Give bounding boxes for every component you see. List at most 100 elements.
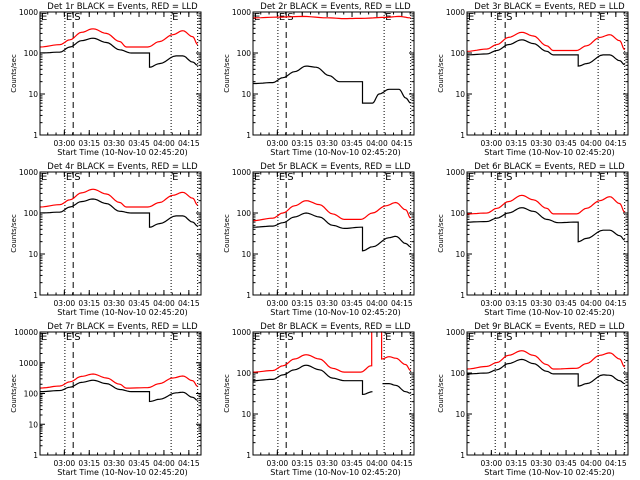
marker-label: S bbox=[506, 172, 512, 183]
y-tick-label: 1000 bbox=[446, 168, 465, 177]
y-tick-label: 100 bbox=[24, 209, 39, 218]
marker-label: E bbox=[599, 12, 605, 23]
x-tick-label: 03:15 bbox=[291, 299, 313, 308]
y-tick-label: 10 bbox=[241, 90, 251, 99]
chart-title: Det 5r BLACK = Events, RED = LLD bbox=[260, 162, 411, 172]
x-tick-label: 03:15 bbox=[505, 299, 527, 308]
events-series-line bbox=[40, 379, 198, 403]
chart-panel-5: Det 5r BLACK = Events, RED = LLD 1 10 100 10… bbox=[223, 162, 415, 317]
y-axis-label: Counts/sec bbox=[10, 54, 18, 93]
x-tick-label: 04:00 bbox=[580, 139, 602, 148]
y-tick-label: 1000 bbox=[232, 328, 251, 337]
x-tick-label: 04:00 bbox=[153, 299, 175, 308]
x-tick-label: 04:15 bbox=[178, 139, 200, 148]
y-tick-label: 10 bbox=[241, 410, 251, 419]
x-tick-label: 04:00 bbox=[153, 459, 175, 468]
x-tick-label: 03:00 bbox=[267, 299, 289, 308]
y-tick-label: 100 bbox=[451, 49, 466, 58]
events-series-line bbox=[252, 364, 373, 396]
plot-frame bbox=[252, 171, 415, 296]
x-tick-label: 04:00 bbox=[580, 459, 602, 468]
x-tick-label: 03:45 bbox=[341, 299, 363, 308]
y-tick-label: 100 bbox=[237, 369, 252, 378]
lld-series-line bbox=[467, 194, 626, 215]
lld-series-line bbox=[39, 373, 198, 389]
y-tick-label: 1 bbox=[33, 291, 38, 300]
x-tick-label: 03:30 bbox=[103, 459, 125, 468]
y-tick-label: 1 bbox=[246, 291, 251, 300]
chart-title: Det 6r BLACK = Events, RED = LLD bbox=[474, 162, 625, 172]
marker-label: S bbox=[74, 172, 80, 183]
marker-label: E bbox=[468, 332, 474, 343]
lld-series-line bbox=[466, 31, 626, 52]
x-tick-label: 04:15 bbox=[391, 139, 413, 148]
chart-panel-3: Det 3r BLACK = Events, RED = LLD 1 10 100 10… bbox=[437, 2, 629, 157]
marker-label: E bbox=[496, 172, 502, 183]
chart-title: Det 3r BLACK = Events, RED = LLD bbox=[474, 2, 625, 12]
x-axis-label: Start Time (10-Nov-10 02:45:20) bbox=[57, 308, 187, 317]
chart-panel-9: Det 9r BLACK = Events, RED = LLD 1 10 100 10… bbox=[437, 322, 629, 477]
marker-label: E bbox=[41, 332, 47, 343]
x-tick-label: 03:00 bbox=[267, 139, 289, 148]
plot-frame bbox=[466, 11, 629, 136]
x-axis-label: Start Time (10-Nov-10 02:45:20) bbox=[57, 148, 187, 157]
x-tick-label: 04:15 bbox=[178, 459, 200, 468]
x-axis-label: Start Time (10-Nov-10 02:45:20) bbox=[484, 468, 614, 477]
chart-panel-4: Det 4r BLACK = Events, RED = LLD 1 10 100 10… bbox=[10, 162, 202, 317]
marker-label: S bbox=[287, 172, 293, 183]
lld-series-line bbox=[39, 28, 199, 48]
events-series-line bbox=[39, 37, 198, 68]
y-tick-label: 10 bbox=[241, 250, 251, 259]
x-tick-label: 03:45 bbox=[341, 459, 363, 468]
marker-label: S bbox=[506, 332, 512, 343]
x-tick-label: 03:45 bbox=[128, 459, 150, 468]
lld-series-line bbox=[252, 332, 373, 373]
lld-series-line bbox=[380, 331, 411, 372]
y-axis-label: Counts/sec bbox=[10, 374, 18, 413]
marker-label: S bbox=[287, 12, 293, 23]
marker-label: E bbox=[66, 172, 72, 183]
x-tick-label: 04:15 bbox=[605, 139, 627, 148]
y-axis-label: Counts/sec bbox=[437, 54, 445, 93]
chart-title: Det 2r BLACK = Events, RED = LLD bbox=[260, 2, 411, 12]
y-tick-label: 10 bbox=[455, 90, 465, 99]
events-series-line bbox=[467, 207, 625, 243]
marker-label: E bbox=[41, 12, 47, 23]
y-tick-label: 1 bbox=[460, 291, 465, 300]
x-axis-label: Start Time (10-Nov-10 02:45:20) bbox=[270, 468, 400, 477]
x-tick-label: 03:15 bbox=[291, 139, 313, 148]
y-tick-label: 100 bbox=[451, 369, 466, 378]
chart-panel-6: Det 6r BLACK = Events, RED = LLD 1 10 100 10… bbox=[437, 162, 629, 317]
chart-panel-1: Det 1r BLACK = Events, RED = LLD 1 10 100 10… bbox=[10, 2, 202, 157]
x-tick-label: 03:30 bbox=[103, 139, 125, 148]
x-tick-label: 03:00 bbox=[481, 459, 503, 468]
y-tick-label: 1 bbox=[246, 451, 251, 460]
marker-label: E bbox=[172, 332, 178, 343]
marker-label: E bbox=[279, 172, 285, 183]
marker-label: E bbox=[172, 172, 178, 183]
marker-label: E bbox=[279, 332, 285, 343]
marker-label: E bbox=[496, 332, 502, 343]
y-tick-label: 10 bbox=[28, 420, 38, 429]
x-tick-label: 03:00 bbox=[267, 459, 289, 468]
y-tick-label: 100 bbox=[451, 209, 466, 218]
y-tick-label: 10 bbox=[28, 90, 38, 99]
x-axis-label: Start Time (10-Nov-10 02:45:20) bbox=[484, 308, 614, 317]
y-tick-label: 1 bbox=[460, 451, 465, 460]
x-tick-label: 04:15 bbox=[178, 299, 200, 308]
marker-label: E bbox=[41, 172, 47, 183]
x-tick-label: 03:15 bbox=[78, 299, 100, 308]
x-tick-label: 04:15 bbox=[605, 459, 627, 468]
x-tick-label: 03:45 bbox=[555, 459, 577, 468]
chart-panel-2: Det 2r BLACK = Events, RED = LLD 1 10 100 10… bbox=[223, 2, 415, 157]
plot-frame bbox=[252, 11, 415, 136]
plot-frame bbox=[39, 171, 202, 296]
x-tick-label: 03:45 bbox=[555, 139, 577, 148]
marker-label: E bbox=[468, 12, 474, 23]
y-tick-label: 100 bbox=[24, 390, 39, 399]
marker-label: E bbox=[385, 172, 391, 183]
lld-series-line bbox=[252, 200, 412, 222]
y-tick-label: 1 bbox=[33, 451, 38, 460]
x-axis-label: Start Time (10-Nov-10 02:45:20) bbox=[270, 308, 400, 317]
